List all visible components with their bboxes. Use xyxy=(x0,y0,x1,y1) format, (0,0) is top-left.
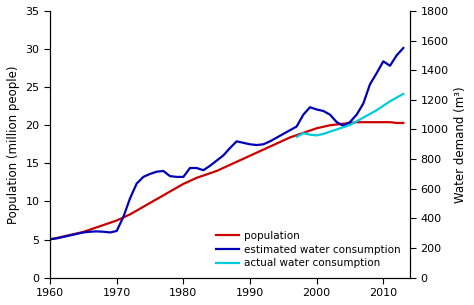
Y-axis label: Population (million people): Population (million people) xyxy=(7,65,20,224)
Line: estimated water consumption: estimated water consumption xyxy=(50,48,403,239)
actual water consumption xyxy=(354,120,359,123)
population xyxy=(287,136,293,139)
estimated water consumption xyxy=(261,142,266,146)
estimated water consumption xyxy=(181,175,186,179)
actual water consumption xyxy=(340,125,346,129)
actual water consumption xyxy=(314,134,319,137)
population xyxy=(47,238,53,241)
actual water consumption xyxy=(374,108,380,112)
actual water consumption xyxy=(301,131,306,135)
actual water consumption xyxy=(327,130,333,134)
actual water consumption xyxy=(320,132,326,136)
Y-axis label: Water demand (m³): Water demand (m³) xyxy=(454,86,467,203)
actual water consumption xyxy=(307,133,313,137)
actual water consumption xyxy=(387,99,393,103)
Line: actual water consumption: actual water consumption xyxy=(297,94,403,137)
estimated water consumption xyxy=(401,46,406,50)
estimated water consumption xyxy=(254,143,259,147)
estimated water consumption xyxy=(240,141,246,145)
actual water consumption xyxy=(381,104,386,108)
population xyxy=(181,182,186,186)
estimated water consumption xyxy=(47,237,53,241)
actual water consumption xyxy=(394,96,400,99)
actual water consumption xyxy=(360,116,366,120)
population xyxy=(107,221,113,224)
population xyxy=(261,148,266,152)
actual water consumption xyxy=(367,112,373,116)
actual water consumption xyxy=(401,92,406,96)
population xyxy=(240,157,246,161)
Line: population: population xyxy=(50,122,403,239)
population xyxy=(401,121,406,125)
actual water consumption xyxy=(294,135,300,139)
actual water consumption xyxy=(347,123,353,127)
actual water consumption xyxy=(334,128,339,131)
estimated water consumption xyxy=(287,128,293,132)
population xyxy=(254,151,259,155)
population xyxy=(354,120,359,124)
estimated water consumption xyxy=(107,231,113,234)
Legend: population, estimated water consumption, actual water consumption: population, estimated water consumption,… xyxy=(212,227,405,272)
